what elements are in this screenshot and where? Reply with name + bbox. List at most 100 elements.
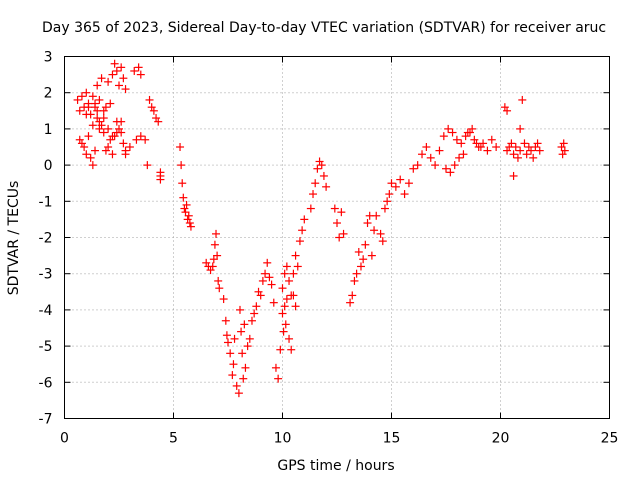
data-point xyxy=(185,219,194,228)
data-point xyxy=(335,233,344,242)
data-point xyxy=(476,143,485,151)
data-point xyxy=(279,327,288,336)
data-point xyxy=(184,211,193,220)
data-point xyxy=(99,114,108,123)
data-point xyxy=(245,334,254,343)
data-point xyxy=(293,262,302,271)
axis-ticks xyxy=(64,56,610,419)
data-point xyxy=(500,103,509,112)
data-point xyxy=(110,59,119,68)
data-point xyxy=(93,81,102,90)
data-point xyxy=(119,74,128,83)
data-point xyxy=(483,146,492,155)
data-point xyxy=(136,70,145,79)
data-point xyxy=(315,157,324,166)
data-point xyxy=(533,139,542,148)
data-point xyxy=(431,161,440,170)
data-point xyxy=(387,179,396,188)
data-point xyxy=(291,302,300,311)
data-point xyxy=(104,124,113,133)
data-point xyxy=(95,117,104,126)
data-point xyxy=(208,262,217,271)
y-tick-label: -1 xyxy=(39,194,53,210)
y-tick-label: 1 xyxy=(44,122,53,138)
y-axis-label: SDTVAR / TECUs xyxy=(6,181,22,296)
data-point xyxy=(442,164,450,173)
chart-title: Day 365 of 2023, Sidereal Day-to-day VTE… xyxy=(42,20,606,36)
data-point xyxy=(241,363,250,372)
data-point xyxy=(559,139,568,148)
data-point xyxy=(256,291,265,300)
data-point xyxy=(333,219,341,228)
data-point xyxy=(247,316,256,325)
data-point xyxy=(97,121,106,130)
data-point xyxy=(330,204,339,213)
data-point xyxy=(529,153,538,162)
y-tick-label: -7 xyxy=(39,412,53,428)
data-point xyxy=(228,371,237,380)
data-point xyxy=(391,182,400,191)
data-point xyxy=(350,276,359,285)
data-point xyxy=(337,208,346,217)
data-point xyxy=(383,197,392,206)
data-point xyxy=(317,161,326,170)
data-point xyxy=(82,150,91,159)
data-point xyxy=(361,240,370,249)
y-tick-label: -2 xyxy=(39,231,53,247)
data-point xyxy=(134,63,143,72)
data-point xyxy=(213,251,222,260)
data-point xyxy=(372,211,381,220)
data-point xyxy=(210,240,219,249)
data-point xyxy=(254,287,263,296)
data-point xyxy=(278,309,287,318)
data-point xyxy=(182,200,191,209)
data-point xyxy=(234,389,243,398)
data-point xyxy=(104,143,113,151)
data-point xyxy=(560,146,569,155)
data-point xyxy=(108,132,117,141)
data-point xyxy=(271,363,280,372)
data-point xyxy=(176,143,185,151)
data-point xyxy=(376,229,385,238)
data-point xyxy=(509,150,518,159)
data-point xyxy=(354,247,363,256)
data-point xyxy=(267,280,276,289)
data-point xyxy=(289,269,298,278)
data-point xyxy=(95,124,104,133)
data-point xyxy=(348,291,357,300)
data-point xyxy=(461,132,470,141)
data-point xyxy=(435,146,444,155)
data-point xyxy=(516,146,525,155)
data-point xyxy=(219,295,228,304)
data-point xyxy=(282,295,291,304)
y-tick-label: -6 xyxy=(39,375,53,391)
data-point xyxy=(152,114,161,123)
data-point xyxy=(409,164,418,173)
data-point xyxy=(93,106,102,115)
data-point xyxy=(352,269,361,278)
data-point xyxy=(413,161,422,170)
data-point xyxy=(130,66,139,75)
x-tick-label: 5 xyxy=(169,431,178,447)
data-point xyxy=(472,139,481,148)
data-point xyxy=(426,153,435,162)
data-point xyxy=(507,139,516,148)
data-point xyxy=(455,153,464,162)
data-point xyxy=(156,175,165,184)
data-point xyxy=(452,135,461,144)
data-point xyxy=(450,161,459,170)
data-point xyxy=(104,77,113,86)
data-point xyxy=(97,74,106,83)
data-point xyxy=(503,146,512,155)
data-point xyxy=(470,135,479,144)
data-point xyxy=(252,302,261,311)
data-point xyxy=(265,273,274,282)
data-point xyxy=(117,63,126,72)
data-point xyxy=(73,95,82,104)
data-point xyxy=(520,139,529,148)
data-point xyxy=(258,276,267,285)
data-point xyxy=(75,106,84,115)
data-point xyxy=(136,132,145,141)
data-point xyxy=(363,219,372,228)
